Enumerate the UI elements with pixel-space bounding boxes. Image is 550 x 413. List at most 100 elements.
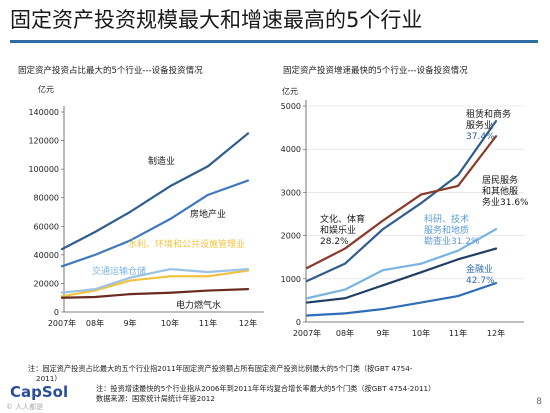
- x-tick-label: 10年: [412, 328, 430, 338]
- chart-right-grid: [306, 105, 524, 280]
- series-line: [305, 135, 498, 270]
- series-label-line: 科研、技术: [424, 213, 469, 225]
- series-growth-rate: 37.4%: [466, 132, 495, 142]
- y-tick-label: 120000: [28, 137, 59, 146]
- data-point: [344, 297, 346, 300]
- data-point: [207, 271, 209, 273]
- series-growth-rate: 42.7%: [466, 276, 495, 286]
- chart-left: 固定资产投资占比最大的5个行业---设备投资情况 亿元 0 20000 40000 6…: [18, 65, 264, 328]
- chart-left-title: 固定资产投资占比最大的5个行业---设备投资情况: [18, 65, 203, 76]
- series-label-line: 和娱乐业: [320, 224, 356, 236]
- data-point: [344, 288, 346, 291]
- data-point: [382, 284, 384, 287]
- data-point: [344, 247, 346, 250]
- note-line-4: 数据来源：国家统计局统计年鉴2012: [96, 394, 215, 403]
- data-point: [247, 179, 249, 182]
- data-point: [129, 211, 131, 213]
- chart-right-series: [305, 120, 498, 317]
- chart-left-x-ticks: 2007年 08年 9年 10年 11年 12年: [48, 318, 257, 328]
- data-point: [420, 271, 422, 274]
- series-label-line: 居民服务: [482, 174, 518, 186]
- data-point: [420, 301, 422, 304]
- note-line-1: 注：固定资产投资占比最大的五个行业指2011年固定资产投资额占所有固定资产投资比…: [28, 364, 413, 373]
- y-tick-label: 60000: [34, 222, 59, 231]
- data-point: [169, 218, 171, 221]
- chart-right: 固定资产投资增速最快的5个行业---设备投资情况 亿元 0 1000 2000 300…: [281, 65, 529, 338]
- series-label-line: 服务业: [466, 119, 493, 131]
- data-point: [94, 296, 96, 298]
- chart-left-unit: 亿元: [38, 84, 54, 94]
- data-point: [420, 202, 422, 205]
- y-tick-label: 2000: [281, 232, 301, 241]
- x-tick-label: 08年: [336, 328, 354, 338]
- series-line: [305, 247, 498, 304]
- data-point: [457, 258, 459, 261]
- data-point: [306, 297, 308, 300]
- x-tick-label: 12年: [487, 328, 505, 338]
- series-label: 水利、环境和公共设施管理业: [128, 238, 245, 250]
- data-point: [247, 132, 249, 135]
- y-tick-label: 100000: [28, 165, 59, 174]
- data-point: [495, 247, 497, 250]
- y-tick-label: 40000: [34, 251, 59, 260]
- x-tick-label: 9年: [123, 318, 136, 328]
- series-line: [60, 268, 250, 294]
- data-point: [129, 239, 131, 242]
- chart-right-x-ticks: 2007年 08年 9年 10年 11年 12年: [293, 328, 505, 338]
- data-point: [129, 293, 131, 296]
- x-tick-label: 11年: [199, 318, 217, 328]
- y-tick-label: 0: [296, 318, 301, 327]
- data-point: [94, 253, 96, 256]
- y-tick-label: 4000: [281, 145, 301, 154]
- data-point: [94, 288, 96, 291]
- data-point: [457, 249, 459, 252]
- y-tick-label: 5000: [281, 102, 301, 111]
- series-line: [60, 288, 250, 299]
- series-line: [60, 179, 250, 268]
- chart-right-axes: [305, 100, 524, 323]
- data-point: [457, 174, 459, 177]
- data-point: [382, 219, 384, 222]
- title-divider: [10, 40, 538, 43]
- series-label: 电力燃气水: [176, 299, 221, 311]
- data-point: [247, 268, 249, 271]
- series-label-line: 金融业: [466, 263, 493, 275]
- data-point: [129, 279, 131, 282]
- y-tick-label: 0: [54, 308, 59, 317]
- series-label: 交通运输仓储: [92, 265, 146, 277]
- chart-right-y-ticks: 0 1000 2000 3000 4000 5000: [281, 102, 306, 327]
- series-growth-rate: 31.6%: [500, 198, 529, 208]
- watermark-text: © 人人都是: [6, 403, 44, 411]
- data-point: [420, 193, 422, 196]
- note-line-2: 2011）: [36, 374, 62, 383]
- data-point: [169, 291, 171, 294]
- slide-title: 固定资产投资规模最大和增速最高的5个行业: [10, 8, 423, 32]
- x-tick-label: 9年: [376, 328, 389, 338]
- data-point: [94, 231, 96, 233]
- data-point: [61, 248, 63, 251]
- capsol-logo: CapSol: [10, 383, 69, 401]
- data-point: [207, 165, 209, 168]
- data-point: [495, 120, 497, 123]
- data-point: [306, 301, 308, 304]
- chart-right-title: 固定资产投资增速最快的5个行业---设备投资情况: [283, 65, 468, 76]
- data-point: [457, 185, 459, 187]
- chart-right-unit: 亿元: [282, 86, 298, 96]
- series-label-line: 和其他服: [482, 185, 518, 197]
- y-tick-label: 140000: [28, 108, 59, 117]
- data-point: [207, 193, 209, 196]
- x-tick-label: 08年: [86, 318, 104, 328]
- data-point: [420, 262, 422, 265]
- series-label-line: 勘查业31.2%: [424, 235, 480, 247]
- series-line: [305, 228, 498, 300]
- data-point: [207, 289, 209, 292]
- series-line: [60, 269, 250, 298]
- data-point: [169, 185, 171, 188]
- series-growth-rate: 31.2%: [451, 237, 480, 247]
- data-point: [207, 275, 209, 278]
- data-point: [382, 228, 384, 231]
- data-point: [61, 265, 63, 268]
- data-point: [457, 295, 459, 297]
- data-point: [306, 314, 308, 317]
